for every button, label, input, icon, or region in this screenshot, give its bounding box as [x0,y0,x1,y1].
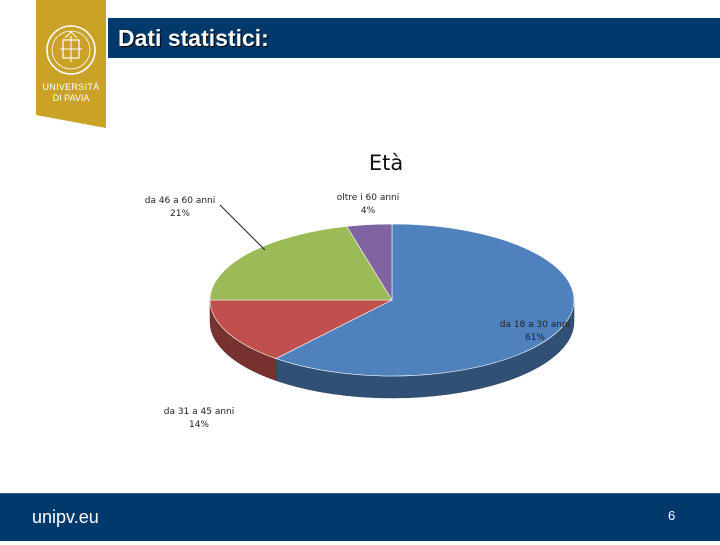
page-number: 6 [668,508,676,523]
slice-value-label: 14% [189,420,209,430]
slice-value-label: 4% [361,206,376,216]
slice-category-label: da 18 a 30 anni [500,320,571,330]
pie-slice [346,223,393,302]
pie-slice [275,223,575,377]
pie-slice [209,226,393,301]
slice-value-label: 61% [525,333,545,343]
university-logo: UNIVERSITÀ DI PAVIA [36,0,106,128]
slice-category-label: da 46 a 60 anni [145,196,216,206]
chart-title: Età [369,151,403,175]
title-bar: Dati statistici: [108,18,720,58]
footer-site-link[interactable]: unipv.eu [32,507,99,527]
label-leader-line [219,204,266,251]
pie-slice [209,299,393,359]
logo-text-line2: DI PAVIA [53,93,90,103]
footer-bar: unipv.eu 6 [0,493,720,541]
slide-title: Dati statistici: [118,25,269,51]
slice-value-label: 21% [170,209,190,219]
university-seal-icon: UNIVERSITÀ DI PAVIA [36,0,106,128]
logo-text-line1: UNIVERSITÀ [42,82,99,92]
slice-category-label: da 31 a 45 anni [164,407,235,417]
slice-category-label: oltre i 60 anni [337,193,400,203]
